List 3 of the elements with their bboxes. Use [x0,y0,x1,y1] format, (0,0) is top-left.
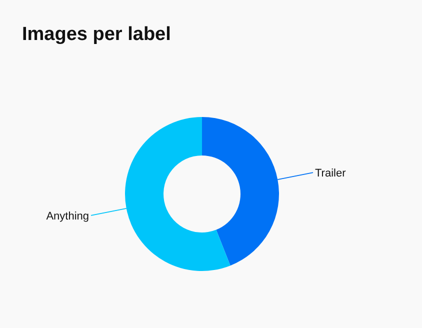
slice-label: Trailer [315,168,346,180]
slice-label: Anything [46,210,89,222]
chart-title: Images per label [22,24,171,45]
